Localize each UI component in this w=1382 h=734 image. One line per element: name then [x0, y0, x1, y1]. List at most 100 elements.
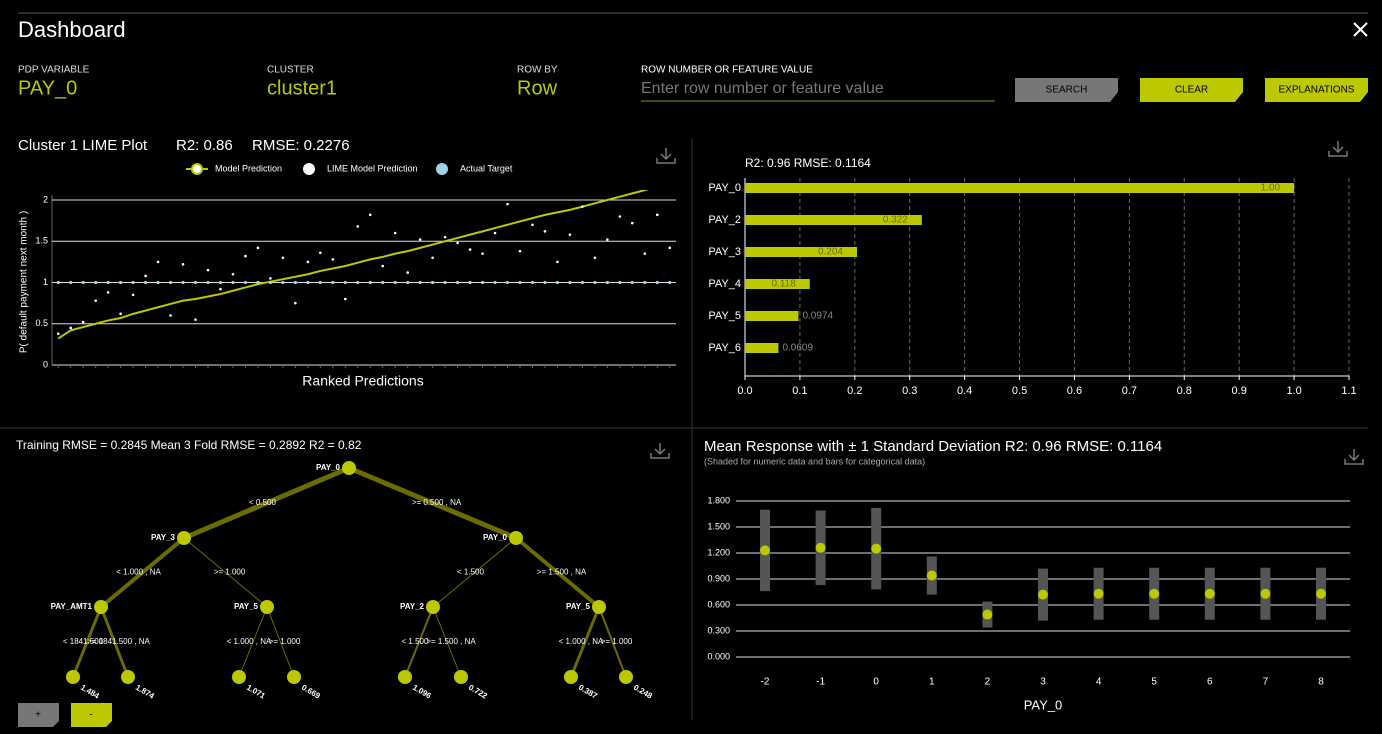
lime-point	[431, 256, 434, 260]
field-value: Row	[517, 77, 558, 99]
target-dot	[643, 280, 647, 285]
mean-point	[1204, 588, 1215, 599]
zoom-label[interactable]: -	[89, 710, 92, 721]
y-tick-label: 0.000	[707, 651, 730, 661]
button-label[interactable]: SEARCH	[1046, 85, 1088, 96]
y-tick-label: 0.900	[707, 573, 730, 583]
edge-label: < 1.500	[402, 637, 429, 646]
target-dot	[543, 280, 547, 285]
mean-point	[1093, 588, 1104, 599]
bar	[745, 247, 858, 257]
value-label: 0.322	[883, 215, 908, 226]
x-tick-label: 2	[985, 677, 991, 688]
button-label[interactable]: EXPLANATIONS	[1279, 85, 1355, 96]
lime-point	[618, 215, 622, 218]
target-dot	[580, 280, 585, 285]
lime-point	[56, 332, 60, 335]
tree-leaf[interactable]	[398, 670, 412, 684]
tree-node[interactable]	[94, 600, 108, 614]
edge-label: >= 1841.500 , NA	[87, 637, 150, 646]
tree-leaf[interactable]	[564, 670, 578, 684]
download-icon[interactable]	[650, 443, 670, 459]
tree-edge	[404, 606, 434, 678]
x-tick-label: 0.5	[1012, 385, 1027, 397]
edge-label: >= 1.500 , NA	[537, 568, 587, 577]
lime-point	[606, 238, 609, 241]
mean-point	[871, 543, 882, 554]
tree-node[interactable]	[342, 461, 356, 475]
tree-node[interactable]	[177, 531, 191, 545]
tree-edge	[183, 537, 268, 608]
download-icon[interactable]	[1328, 141, 1348, 157]
response-subtitle: (Shaded for numeric data and bars for ca…	[704, 456, 925, 466]
tree-leaf[interactable]	[619, 670, 633, 684]
download-icon[interactable]	[1344, 449, 1364, 465]
lime-point	[531, 223, 534, 227]
tree-leaf[interactable]	[232, 670, 246, 684]
close-button[interactable]	[1353, 22, 1368, 37]
mean-point	[982, 609, 993, 620]
download-icon[interactable]	[656, 148, 676, 164]
lime-point	[281, 256, 285, 260]
tree-node[interactable]	[260, 600, 274, 614]
lime-point	[294, 301, 297, 305]
target-dot	[256, 280, 260, 285]
tree-edge	[514, 536, 601, 609]
edge-label: >= 1.000	[269, 637, 301, 646]
tree-leaf[interactable]	[454, 670, 468, 684]
lime-point	[156, 260, 160, 264]
tree-node[interactable]	[509, 531, 523, 545]
x-tick-label: 0.0	[737, 385, 752, 397]
y-tick-label: 1.800	[707, 495, 730, 505]
target-dot	[168, 280, 173, 285]
tree-edge	[432, 606, 462, 678]
model-line	[57, 190, 650, 340]
legend-marker	[436, 163, 448, 175]
tree-node[interactable]	[426, 600, 440, 614]
target-dot	[206, 280, 210, 285]
value-label: 0.0974	[802, 311, 833, 322]
target-dot	[218, 280, 223, 285]
tree-leaf[interactable]	[121, 670, 135, 684]
tree-edge	[238, 606, 268, 678]
target-dot	[393, 280, 397, 285]
page-title: Dashboard	[18, 17, 126, 42]
zoom-button[interactable]	[18, 703, 59, 727]
target-dot	[293, 280, 297, 285]
target-dot	[630, 280, 634, 285]
button-label[interactable]: CLEAR	[1175, 85, 1208, 96]
tree-edge	[71, 606, 103, 678]
tree-node[interactable]	[592, 600, 606, 614]
lime-point	[331, 258, 335, 261]
x-tick-label: 0.2	[847, 385, 862, 397]
button[interactable]	[1265, 78, 1368, 102]
x-tick-label: 0.7	[1122, 385, 1137, 397]
target-dot	[555, 280, 560, 285]
tree-leaf[interactable]	[287, 670, 301, 684]
input-placeholder[interactable]: Enter row number or feature value	[641, 80, 884, 97]
target-dot	[144, 280, 148, 285]
x-tick-label: 4	[1096, 677, 1102, 688]
y-tick-label: PAY_5	[708, 310, 741, 322]
x-axis-label: Ranked Predictions	[302, 373, 423, 389]
lime-point	[244, 254, 247, 258]
legend-label: Model Prediction	[215, 163, 282, 173]
button[interactable]	[1015, 78, 1118, 102]
target-dot	[268, 280, 272, 285]
target-dot	[106, 280, 110, 285]
lime-point	[269, 277, 272, 280]
target-dot	[518, 280, 522, 285]
zoom-button[interactable]	[71, 703, 112, 727]
lime-point	[581, 205, 584, 208]
y-tick-label: PAY_6	[708, 342, 741, 354]
tree-leaf[interactable]	[66, 670, 80, 684]
lime-point	[169, 314, 172, 317]
edge-label: >= 1.000	[601, 637, 633, 646]
mean-point	[1316, 588, 1326, 599]
zoom-label[interactable]: +	[35, 710, 41, 721]
lime-point	[343, 297, 347, 301]
target-dot	[493, 280, 497, 285]
button[interactable]	[1140, 78, 1243, 102]
lime-point	[206, 268, 210, 272]
target-dot	[655, 280, 659, 285]
